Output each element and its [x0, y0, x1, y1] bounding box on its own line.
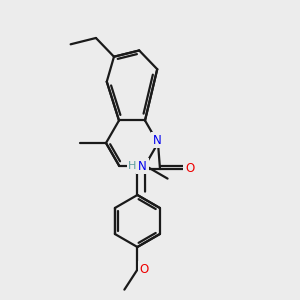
Text: N: N	[153, 134, 161, 146]
Text: O: O	[185, 161, 194, 175]
Text: H: H	[128, 161, 136, 171]
Text: N: N	[138, 160, 147, 172]
Text: O: O	[140, 263, 149, 276]
